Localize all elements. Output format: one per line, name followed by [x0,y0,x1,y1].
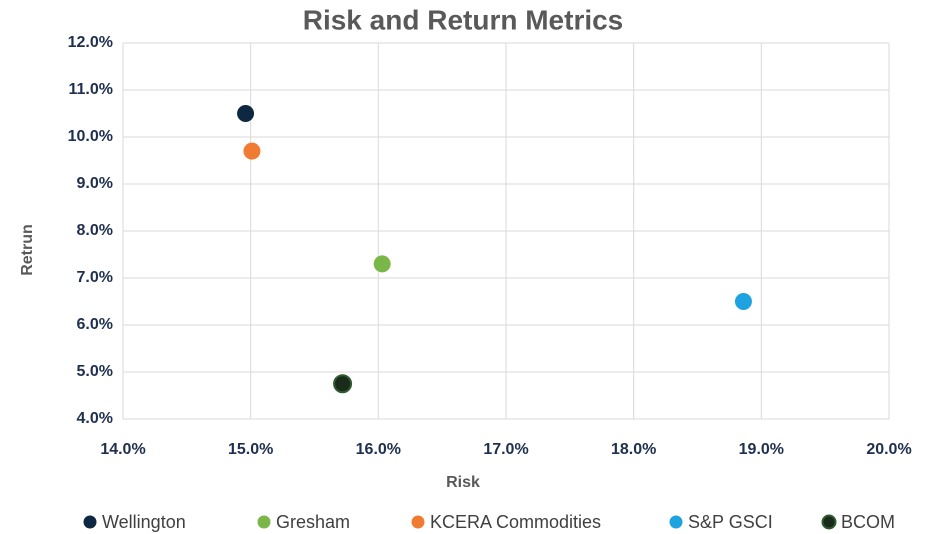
legend-label: KCERA Commodities [430,512,601,532]
legend-label: Wellington [102,512,186,532]
legend-label: Gresham [276,512,350,532]
point [333,374,353,394]
y-tick-label: 6.0% [77,316,113,333]
x-tick-label: 15.0% [228,441,273,458]
x-tick-label: 17.0% [483,441,528,458]
legend-marker [257,515,271,529]
legend-marker [821,514,837,530]
x-axis-label: Risk [446,474,480,491]
y-tick-label: 5.0% [77,363,113,380]
legend-marker [669,515,683,529]
y-tick-label: 8.0% [77,222,113,239]
x-tick-label: 18.0% [611,441,656,458]
x-tick-label: 14.0% [100,441,145,458]
y-axis-label: Retrun [19,224,36,276]
point [373,255,391,273]
y-tick-label: 4.0% [77,410,113,427]
legend-marker [83,515,97,529]
point [243,142,261,160]
y-tick-label: 7.0% [77,269,113,286]
x-tick-label: 20.0% [866,441,911,458]
x-tick-label: 16.0% [356,441,401,458]
point [734,293,752,310]
legend-label: S&P GSCI [688,512,773,532]
point [237,105,255,122]
y-tick-label: 9.0% [77,175,113,192]
legend-label: BCOM [841,512,895,532]
legend-marker [411,515,425,529]
y-tick-label: 12.0% [68,34,113,51]
y-tick-label: 10.0% [68,128,113,145]
y-tick-label: 11.0% [69,81,113,98]
chart-title: Risk and Return Metrics [303,4,624,35]
x-tick-label: 19.0% [739,441,784,458]
